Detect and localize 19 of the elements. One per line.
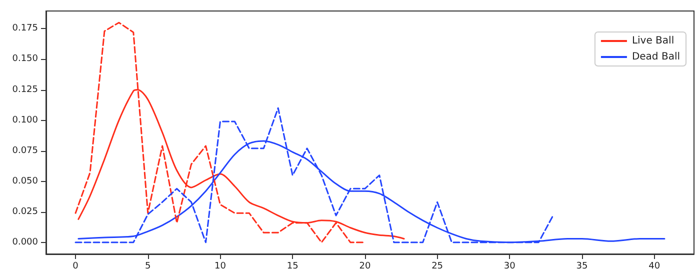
- x-tick-label: 20: [359, 262, 371, 272]
- y-tick-label: 0.125: [12, 84, 38, 95]
- legend-label: Live Ball: [632, 36, 674, 46]
- x-tick-label: 25: [432, 262, 444, 272]
- legend-label: Dead Ball: [632, 52, 680, 62]
- x-tick-label: 35: [576, 262, 588, 272]
- x-tick-label: 0: [72, 262, 79, 272]
- y-tick-label: 0.050: [12, 176, 38, 186]
- y-tick-label: 0.100: [12, 115, 38, 126]
- x-tick-label: 30: [504, 262, 516, 272]
- x-tick-label: 40: [648, 262, 660, 272]
- y-tick-label: 0.150: [12, 54, 38, 64]
- y-tick-label: 0.025: [12, 206, 38, 217]
- x-tick-label: 15: [286, 262, 298, 272]
- y-tick-label: 0.175: [12, 24, 38, 34]
- y-tick-label: 0.000: [12, 237, 38, 248]
- y-tick-label: 0.075: [12, 146, 38, 156]
- x-tick-label: 10: [214, 262, 226, 272]
- x-tick-label: 5: [145, 262, 151, 272]
